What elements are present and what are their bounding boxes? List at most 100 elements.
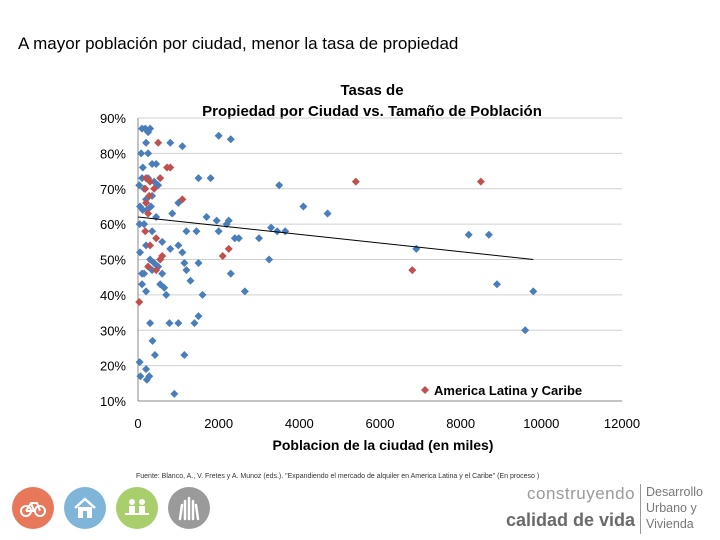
- bicycle-icon: [12, 487, 54, 529]
- data-point-city: [146, 202, 155, 211]
- x-tick-label: 8000: [446, 416, 475, 431]
- x-tick-label: 4000: [285, 416, 314, 431]
- data-point-latam-city: [156, 255, 165, 264]
- y-tick-label: 50%: [100, 253, 126, 268]
- data-point-city: [299, 202, 308, 211]
- data-point-city: [158, 237, 167, 246]
- x-tick-label: 0: [134, 416, 141, 431]
- house-icon: [64, 487, 106, 529]
- data-point-city: [145, 372, 154, 381]
- data-point-latam-city: [408, 266, 417, 275]
- data-point-city: [212, 216, 221, 225]
- data-point-latam-city: [146, 241, 155, 250]
- brand-department: Desarrollo Urbano y Vivienda: [646, 484, 703, 532]
- data-point-city: [182, 227, 191, 236]
- y-axis-ticks: 10% 20% 30% 40% 50% 60% 70% 80% 90%: [100, 111, 126, 409]
- data-point-latam-city: [135, 297, 144, 306]
- x-tick-label: 12000: [604, 416, 640, 431]
- data-point-city: [192, 227, 201, 236]
- legend-label: America Latina y Caribe: [434, 383, 582, 398]
- data-point-city: [136, 372, 145, 381]
- x-tick-label: 10000: [523, 416, 559, 431]
- data-point-city: [198, 290, 207, 299]
- data-point-city: [152, 213, 161, 222]
- data-point-city: [273, 227, 282, 236]
- brand-department-line-1: Desarrollo: [646, 485, 703, 499]
- data-point-city: [240, 287, 249, 296]
- data-point-latam-city: [154, 138, 163, 147]
- data-point-city: [206, 174, 215, 183]
- data-point-city: [255, 234, 263, 243]
- data-point-city: [521, 326, 530, 335]
- data-point-city: [275, 181, 284, 190]
- gridlines: [137, 117, 622, 402]
- data-point-city: [148, 336, 157, 345]
- data-point-city: [214, 227, 223, 236]
- data-point-city: [135, 181, 144, 190]
- brand-line-1: construyendo: [526, 484, 636, 503]
- y-tick-label: 20%: [100, 359, 126, 374]
- x-axis-label: Poblacion de la ciudad (en miles): [273, 437, 494, 453]
- data-point-city: [226, 269, 235, 278]
- data-point-city: [140, 269, 149, 278]
- data-point-city: [265, 255, 274, 264]
- brand-divider: [640, 484, 641, 534]
- y-tick-label: 70%: [100, 182, 126, 197]
- data-point-city: [142, 241, 151, 250]
- data-point-city: [160, 283, 169, 292]
- data-point-city: [180, 259, 189, 268]
- data-point-latam-city: [476, 177, 485, 186]
- data-point-city: [166, 138, 175, 147]
- data-point-latam-city: [152, 234, 161, 243]
- data-point-city: [178, 142, 187, 151]
- data-point-city: [135, 358, 144, 367]
- data-point-city: [144, 149, 153, 158]
- data-point-latam-city: [166, 163, 175, 172]
- data-point-city: [202, 213, 211, 222]
- data-point-latam-city: [141, 184, 150, 193]
- trendline: [137, 216, 534, 260]
- data-point-city: [214, 131, 223, 140]
- x-axis-ticks: 0 2000 4000 6000 8000 10000 12000: [134, 416, 640, 431]
- data-point-city: [146, 124, 155, 133]
- data-point-city: [186, 276, 195, 285]
- data-point-city: [140, 220, 149, 229]
- legend-marker: [421, 386, 429, 394]
- data-point-latam-city: [218, 251, 227, 260]
- brand-department-line-3: Vivienda: [646, 517, 694, 531]
- chart-title-line-2: Propiedad por Ciudad vs. Tamaño de Pobla…: [202, 103, 542, 120]
- data-point-city: [148, 227, 157, 236]
- data-point-city: [166, 244, 175, 253]
- data-point-city: [142, 138, 151, 147]
- data-points: [135, 124, 538, 398]
- data-point-city: [138, 174, 147, 183]
- data-point-city: [136, 248, 145, 257]
- data-point-city: [180, 351, 189, 360]
- y-tick-label: 30%: [100, 323, 126, 338]
- data-point-city: [323, 209, 332, 218]
- data-point-city: [281, 227, 290, 236]
- data-point-city: [230, 234, 239, 243]
- data-point-latam-city: [150, 184, 159, 193]
- data-point-city: [174, 241, 183, 250]
- x-tick-label: 2000: [204, 416, 233, 431]
- people-bench-icon: [116, 487, 158, 529]
- data-point-city: [158, 269, 167, 278]
- raised-hands-icon: [168, 487, 210, 529]
- data-point-city: [484, 230, 493, 239]
- data-point-city: [138, 280, 147, 289]
- slide-title: A mayor población por ciudad, menor la t…: [18, 34, 459, 53]
- legend: America Latina y Caribe: [421, 383, 582, 398]
- data-point-latam-city: [178, 195, 187, 204]
- scatter-chart: Tasas de Propiedad por Ciudad vs. Tamaño…: [100, 82, 640, 453]
- y-tick-label: 80%: [100, 146, 126, 161]
- y-tick-label: 60%: [100, 217, 126, 232]
- data-point-city: [148, 159, 157, 168]
- data-point-city: [412, 244, 421, 253]
- data-point-city: [142, 365, 151, 374]
- x-tick-label: 6000: [366, 416, 395, 431]
- y-tick-label: 10%: [100, 394, 126, 409]
- data-point-latam-city: [141, 227, 150, 236]
- data-point-city: [138, 205, 147, 214]
- data-point-city: [194, 174, 203, 183]
